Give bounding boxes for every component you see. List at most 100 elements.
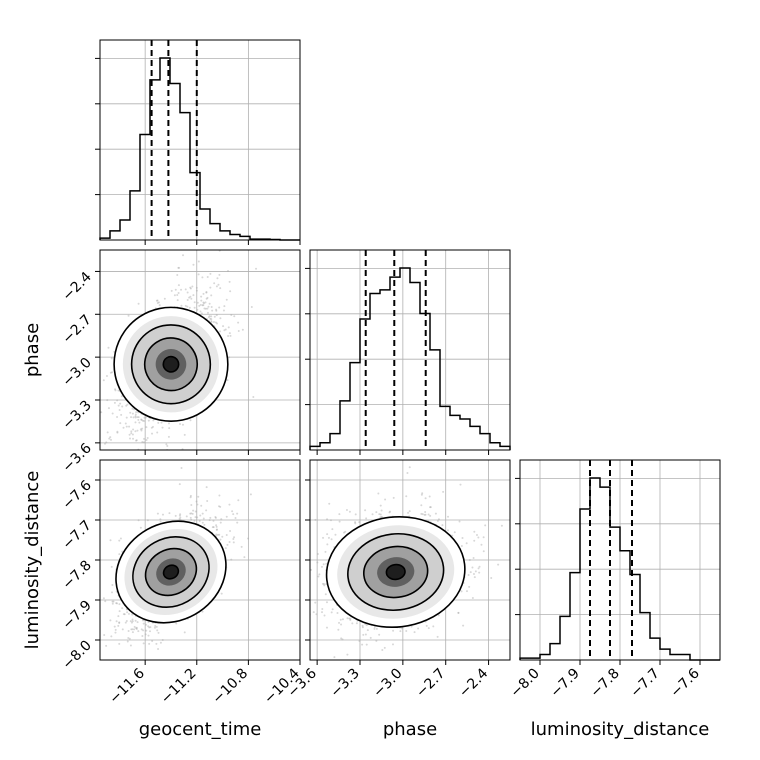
scatter-point [118, 408, 121, 411]
scatter-point [109, 539, 112, 542]
scatter-point [327, 536, 330, 539]
scatter-point [206, 311, 209, 314]
scatter-point [95, 632, 97, 634]
scatter-point [133, 628, 136, 631]
scatter-point [145, 439, 148, 442]
scatter-point [222, 325, 225, 328]
scatter-point [219, 505, 222, 508]
scatter-point [107, 346, 110, 349]
scatter-point [134, 471, 136, 473]
scatter-point [200, 295, 203, 298]
scatter-point [201, 276, 204, 279]
scatter-point [201, 521, 204, 524]
scatter-point [458, 520, 461, 523]
scatter-point [331, 528, 334, 531]
contour-0 [385, 563, 406, 581]
scatter-point [218, 505, 221, 508]
scatter-point [338, 513, 341, 516]
scatter-point [203, 523, 206, 526]
scatter-point [190, 503, 193, 506]
scatter-point [202, 301, 205, 304]
scatter-point [218, 494, 221, 497]
xtick-label-luminosity-distance-0: −8.0 [507, 666, 542, 701]
scatter-point [215, 524, 218, 527]
scatter-point [119, 402, 122, 405]
scatter-point [157, 301, 160, 304]
scatter-point [168, 512, 171, 515]
scatter-point [140, 429, 143, 432]
scatter-point [167, 435, 170, 438]
scatter-point [325, 626, 328, 629]
scatter-point [474, 570, 477, 573]
scatter-point [159, 641, 162, 644]
scatter-point [118, 539, 121, 542]
scatter-point [116, 431, 119, 434]
scatter-point [473, 530, 476, 533]
scatter-point [215, 533, 218, 536]
scatter-point [136, 621, 139, 624]
scatter-point [179, 513, 182, 516]
scatter-point [109, 371, 112, 374]
scatter-point [441, 524, 444, 527]
scatter-point [137, 418, 140, 421]
xtick-label-phase-1: −3.3 [327, 666, 362, 701]
scatter-point [379, 516, 382, 519]
scatter-point [141, 635, 144, 638]
scatter-point [339, 618, 342, 621]
scatter-point [249, 493, 252, 496]
scatter-point [126, 640, 129, 643]
scatter-point [182, 254, 185, 257]
scatter-point [132, 416, 135, 419]
scatter-point [345, 508, 348, 511]
scatter-point [447, 515, 450, 518]
scatter-point [158, 304, 161, 307]
scatter-point [137, 463, 139, 465]
scatter-point [117, 389, 120, 392]
scatter-point [143, 419, 146, 422]
scatter-point [154, 625, 157, 628]
scatter-point [212, 526, 215, 529]
scatter-point [152, 419, 155, 422]
ytick-label-luminosity-distance-4: −7.6 [59, 477, 94, 512]
scatter-point [142, 642, 145, 645]
scatter-point [173, 294, 176, 297]
scatter-point [205, 297, 208, 300]
scatter-point [131, 433, 134, 436]
scatter-point [110, 357, 113, 360]
scatter-point [467, 574, 470, 577]
scatter-point [193, 519, 196, 522]
scatter-point [425, 624, 428, 627]
xtick-label-phase-2: −3.0 [370, 666, 405, 701]
hist-luminosity-distance [519, 477, 720, 661]
scatter-point [314, 601, 317, 604]
scatter-point [105, 441, 108, 444]
scatter-point [137, 630, 140, 633]
scatter-point [228, 356, 231, 359]
scatter-point [126, 403, 129, 406]
scatter-point [116, 602, 119, 605]
scatter-point [137, 302, 140, 305]
scatter-point [456, 447, 458, 449]
scatter-point [105, 644, 108, 647]
scatter-point [247, 537, 250, 540]
x-axis-label-phase: phase [383, 719, 437, 740]
scatter-point [188, 306, 191, 309]
scatter-point [306, 608, 308, 610]
scatter-point [203, 302, 206, 305]
scatter-point [209, 286, 212, 289]
xtick-label-geocent-time-0: −11.6 [106, 665, 148, 707]
scatter-point [139, 428, 142, 431]
scatter-point [114, 389, 117, 392]
scatter-point [343, 531, 346, 534]
scatter-point [232, 513, 235, 516]
scatter-point [204, 307, 207, 310]
scatter-point [120, 395, 123, 398]
scatter-point [118, 610, 121, 613]
scatter-point [121, 628, 124, 631]
scatter-point [210, 318, 213, 321]
scatter-point [130, 621, 133, 624]
scatter-point [138, 421, 141, 424]
scatter-point [240, 545, 243, 548]
scatter-point [201, 512, 204, 515]
scatter-point [325, 601, 328, 604]
